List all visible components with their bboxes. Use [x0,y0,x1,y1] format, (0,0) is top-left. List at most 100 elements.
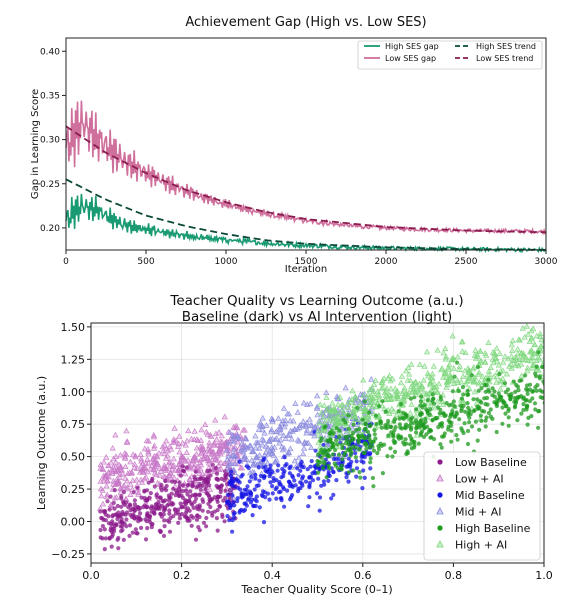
scatter-point [232,510,237,516]
scatter-point [163,478,168,483]
scatter-point [119,470,126,477]
scatter-point [463,409,468,414]
scatter-point [213,466,218,471]
scatter-point [387,377,394,384]
scatter-point [409,436,414,441]
scatter-point [526,415,531,420]
scatter-point [275,415,282,421]
scatter-point [264,459,271,466]
scatter-point [380,471,385,476]
scatter-point [358,475,363,480]
scatter-point [360,486,365,491]
scatter-point [523,373,528,378]
scatter-point [257,505,262,510]
scatter-point [198,426,205,433]
scatter-point [221,443,229,450]
scatter-point [156,465,164,471]
scatter-point [326,412,334,419]
scatter-point [315,427,322,434]
scatter-point [103,493,111,500]
scatter-point [340,446,345,451]
scatter-point [295,466,300,471]
scatter-point [515,418,520,423]
scatter-point [551,381,555,385]
scatter-point [228,437,236,444]
scatter-point [269,418,276,424]
scatter-point [525,422,530,427]
scatter-point [502,381,508,386]
scatter-point [500,421,505,426]
scatter-point [119,504,124,509]
scatter-point [154,460,161,467]
scatter-point [413,432,421,438]
scatter-point [206,439,213,446]
scatter-point [519,324,526,331]
plot-frame [90,322,545,564]
scatter-point [429,370,436,377]
legend-label: High Baseline [455,522,531,535]
scatter-point [544,402,548,406]
scatter-point [411,440,416,445]
scatter-point [431,401,436,406]
scatter-point [473,419,478,424]
scatter-point [397,422,402,427]
scatter-point [110,455,117,462]
scatter-point [455,437,460,442]
scatter-point [132,453,139,460]
scatter-point [108,526,114,531]
scatter-point [109,444,116,451]
scatter-point [257,478,262,483]
scatter-point [435,380,443,387]
scatter-point [281,471,286,476]
scatter-point [363,426,368,431]
scatter-point [441,411,446,416]
scatter-point [519,355,526,362]
scatter-point [546,369,550,373]
scatter-point [261,520,267,525]
scatter-point [517,395,522,400]
scatter-point [369,390,376,396]
scatter-point [456,388,461,393]
scatter-point [418,399,423,404]
scatter-point [197,505,202,510]
scatter-point [108,494,113,499]
y-tick-label: 0.50 [61,451,86,464]
scatter-point [375,451,380,456]
scatter-point [314,491,320,496]
scatter-point [461,392,466,397]
scatter-point [330,452,335,457]
scatter-point [485,339,492,345]
scatter-point [355,405,360,410]
scatter-point [402,367,410,374]
scatter-point [143,517,148,522]
scatter-point [278,420,285,426]
scatter-point [485,402,490,407]
scatter-point [336,393,344,400]
scatter-point [540,364,544,370]
scatter-point [99,487,106,493]
scatter-point [210,462,215,467]
scatter-point [212,416,219,423]
scatter-point [179,511,185,517]
scatter-point [475,365,481,370]
y-tick-label: 1.50 [61,321,86,334]
scatter-point [446,427,451,432]
scatter-point [342,422,350,429]
scatter-point [471,388,479,395]
scatter-point [250,448,257,454]
scatter-point [469,424,475,429]
scatter-point [404,422,409,427]
scatter-point [230,423,237,430]
scatter-point [549,340,554,345]
scatter-point [162,505,168,510]
scatter-point [408,401,415,407]
scatter-point [430,418,435,423]
scatter-point [197,514,202,520]
scatter-point [454,433,459,438]
scatter-point [138,511,143,516]
scatter-point [399,396,407,403]
scatter-point [236,435,243,441]
scatter-point [354,466,360,471]
scatter-point [227,518,232,523]
scatter-point [166,502,171,507]
